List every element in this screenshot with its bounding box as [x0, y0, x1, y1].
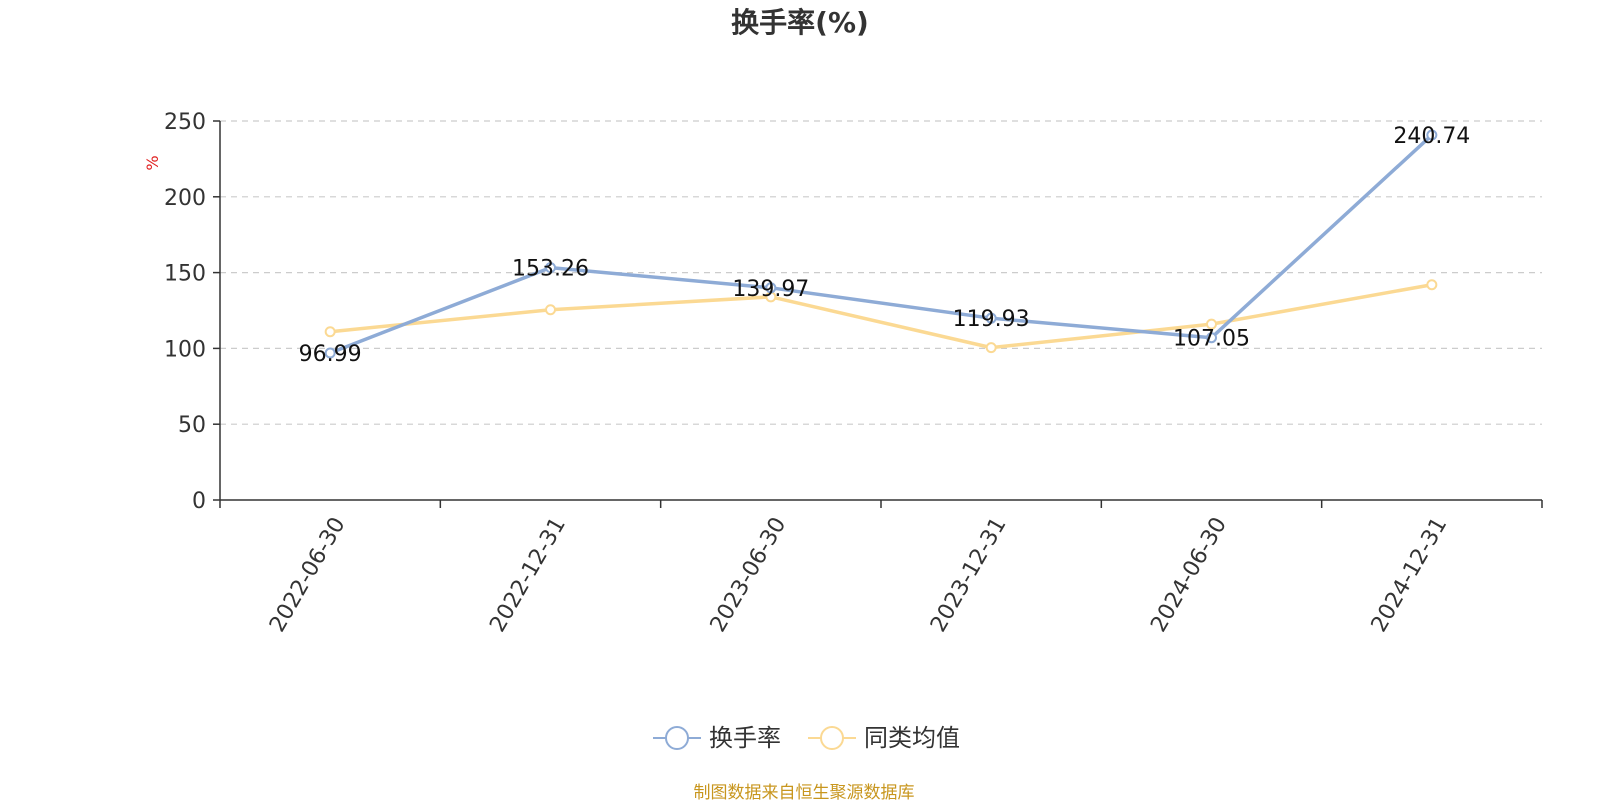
chart-title: 换手率(%)	[731, 6, 869, 39]
series-0-point	[1206, 332, 1217, 344]
legend-marker-1	[820, 726, 844, 750]
y-tick-label: 100	[164, 337, 206, 362]
series-lines	[324, 129, 1438, 359]
y-tick-label: 200	[164, 186, 206, 211]
legend: 换手率 同类均值	[653, 724, 960, 752]
series-1-point	[545, 304, 556, 316]
series-line-1	[329, 283, 1433, 350]
series-1-point	[1426, 279, 1438, 291]
series-0-point	[324, 347, 336, 359]
data-label: 240.74	[1393, 124, 1470, 149]
data-label: 139.97	[732, 277, 809, 302]
series-0-point	[545, 262, 556, 274]
y-axis-unit-label: %	[143, 155, 162, 170]
y-tick-label: 50	[178, 413, 206, 438]
series-1-point	[985, 342, 997, 354]
series-0-point	[1426, 129, 1438, 141]
axes: 0 50 100 150 200 250 2022-06-30 2022-12-31 2023-…	[164, 110, 1543, 637]
series-0-point	[765, 282, 777, 294]
data-label: 107.05	[1173, 327, 1250, 352]
legend-marker-0	[665, 726, 689, 750]
legend-label-0[interactable]: 换手率	[709, 724, 781, 752]
grid-lines	[220, 120, 1542, 425]
data-label: 119.93	[953, 307, 1030, 332]
series-1-point	[324, 326, 336, 338]
y-tick-label: 150	[164, 262, 206, 287]
y-tick-label: 0	[192, 489, 206, 514]
x-tick-label: 2023-12-31	[926, 513, 1012, 636]
data-labels: 96.99 153.26 139.97 119.93 107.05 240.74	[299, 124, 1471, 367]
y-tick-label: 250	[164, 110, 206, 135]
series-0-point	[985, 312, 997, 324]
x-tick-label: 2022-12-31	[485, 513, 571, 636]
x-tick-label: 2023-06-30	[706, 513, 792, 636]
series-1-point	[1206, 318, 1217, 330]
source-note: 制图数据来自恒生聚源数据库	[694, 783, 915, 800]
x-tick-label: 2022-06-30	[265, 513, 351, 636]
x-tick-label: 2024-12-31	[1367, 513, 1453, 636]
x-tick-label: 2024-06-30	[1146, 513, 1232, 636]
legend-label-1[interactable]: 同类均值	[864, 724, 960, 752]
data-label: 96.99	[299, 342, 362, 367]
data-label: 153.26	[512, 257, 589, 282]
series-line-0	[329, 133, 1434, 355]
